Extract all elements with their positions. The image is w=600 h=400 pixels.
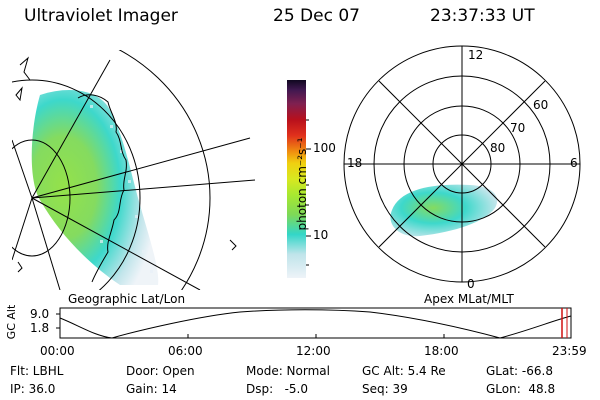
colorbar-gradient: [287, 80, 306, 278]
mlt-label-0: 0: [467, 277, 475, 291]
orbit-timeline: [56, 307, 572, 339]
geographic-map: [12, 50, 256, 290]
status-mode: Mode: Normal: [246, 364, 330, 378]
colorbar: [287, 80, 311, 278]
altitude-curve: [59, 309, 572, 339]
status-ip: IP: 36.0: [10, 382, 56, 396]
timeline-xtick-label: 00:00: [40, 344, 75, 358]
mlt-label-12: 12: [468, 48, 484, 62]
status-glat: GLat: -66.8: [486, 364, 553, 378]
coastline-antarctica: [77, 94, 127, 283]
timeline-y-label: GC Alt: [5, 304, 18, 340]
coastline-fragment-2: [15, 86, 23, 102]
coastline-fragment-3: [229, 239, 237, 251]
aurora-emission-geo: [31, 90, 159, 285]
geographic-panel-label: Geographic Lat/Lon: [68, 292, 186, 306]
status-gain: Gain: 14: [126, 382, 177, 396]
colorbar-tick-label-10: 10: [313, 228, 329, 242]
colorbar-unit-label: photon cm⁻²s⁻¹: [295, 137, 309, 231]
status-glon: GLon: 48.8: [486, 382, 556, 396]
aurora-speckle-geo: [90, 105, 153, 273]
status-filter: Flt: LBHL: [10, 364, 64, 378]
timeline-ytick-9: 9.0: [30, 307, 50, 321]
mlat-label-80: 80: [490, 141, 506, 155]
status-door: Door: Open: [126, 364, 195, 378]
status-dsp: Dsp: -5.0: [246, 382, 309, 396]
coastline-fragment-4: [17, 261, 23, 273]
coastline-fragment-1: [19, 56, 31, 81]
aurora-emission-polar: [390, 184, 498, 237]
lat-lon-grid: [12, 50, 256, 290]
status-gc-alt: GC Alt: 5.4 Re: [362, 364, 446, 378]
timeline-xtick-label: 12:00: [296, 344, 331, 358]
instrument-title: Ultraviolet Imager: [24, 6, 178, 26]
timeline-xtick-label: 18:00: [424, 344, 459, 358]
timeline-xtick-label: 06:00: [168, 344, 203, 358]
mlat-label-60: 60: [533, 98, 549, 112]
mlt-label-18: 18: [347, 156, 363, 170]
timeline-frame: [59, 307, 572, 339]
status-seq: Seq: 39: [362, 382, 408, 396]
colorbar-tick-label-100: 100: [313, 141, 336, 155]
mlt-label-6: 6: [570, 156, 578, 170]
polar-panel-label: Apex MLat/MLT: [424, 292, 514, 306]
date-label: 25 Dec 07: [273, 6, 360, 26]
timeline-ytick-1-8: 1.8: [30, 321, 50, 335]
mlat-label-70: 70: [510, 121, 526, 135]
time-label: 23:37:33 UT: [430, 6, 535, 26]
mlt-meridian-diag-2: [378, 80, 546, 248]
polar-plot: [343, 45, 581, 283]
timeline-xtick-label: 23:59: [552, 344, 587, 358]
